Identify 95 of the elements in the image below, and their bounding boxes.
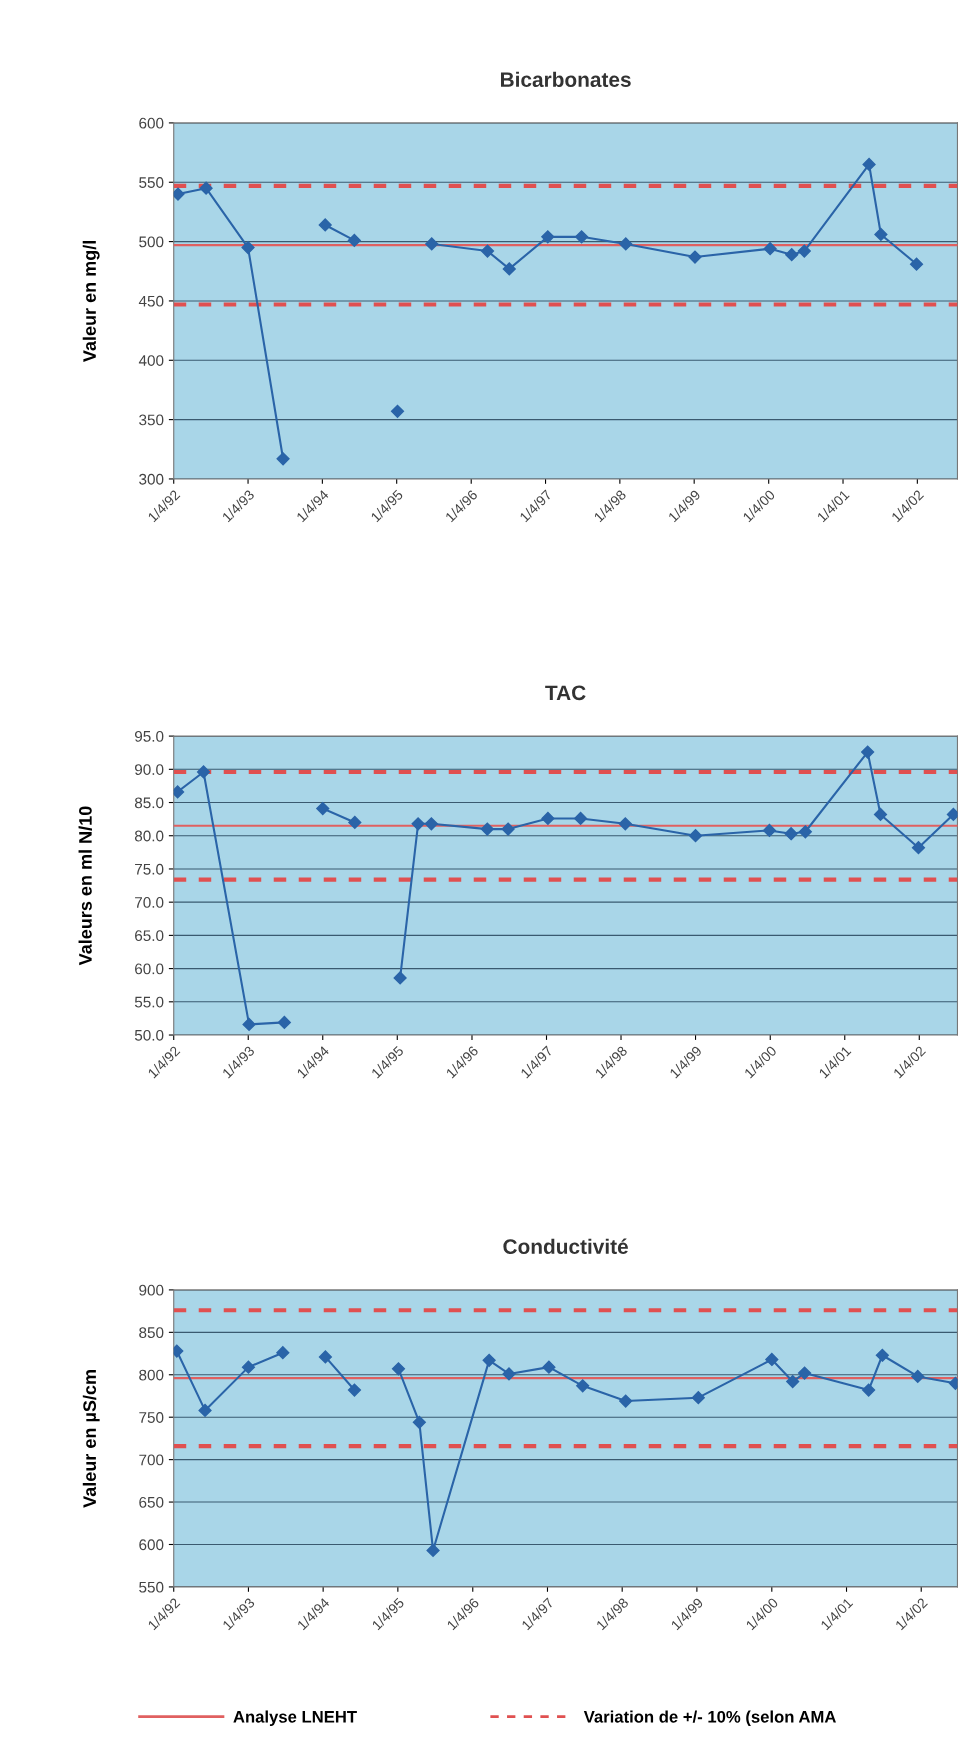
point bbox=[691, 1391, 705, 1405]
point bbox=[480, 822, 494, 836]
point bbox=[198, 1403, 212, 1418]
point bbox=[391, 1362, 406, 1376]
point bbox=[619, 237, 633, 251]
point bbox=[242, 1017, 256, 1031]
point bbox=[574, 230, 589, 244]
chart-title: Conductivité bbox=[503, 1238, 628, 1254]
point bbox=[765, 1352, 779, 1367]
y-axis-title: Valeur en µS/cm bbox=[82, 1370, 100, 1508]
y-tick-label: 350 bbox=[139, 414, 164, 426]
y-tick-label: 600 bbox=[139, 1539, 164, 1551]
point bbox=[426, 1543, 440, 1558]
point bbox=[909, 257, 924, 271]
point bbox=[347, 1383, 362, 1397]
point bbox=[173, 785, 185, 799]
point bbox=[480, 244, 495, 258]
point bbox=[347, 233, 361, 247]
y-axis-title: Valeur en mg/l bbox=[82, 241, 100, 363]
y-tick-label: 900 bbox=[139, 1284, 164, 1296]
y-tick-label: 750 bbox=[139, 1412, 164, 1423]
point bbox=[911, 841, 926, 855]
point bbox=[874, 227, 888, 242]
point bbox=[241, 240, 255, 255]
point bbox=[873, 807, 888, 822]
point bbox=[797, 1366, 812, 1380]
point bbox=[425, 237, 439, 251]
point bbox=[196, 765, 211, 779]
chart-title: Bicarbonates bbox=[501, 71, 631, 88]
y-tick-label: 50.0 bbox=[134, 1029, 164, 1041]
point bbox=[574, 811, 588, 826]
y-tick-label: 60.0 bbox=[135, 963, 164, 975]
point bbox=[688, 250, 702, 264]
y-tick-label: 450 bbox=[138, 295, 164, 307]
point bbox=[541, 811, 555, 826]
point bbox=[502, 1367, 516, 1381]
point bbox=[276, 452, 290, 466]
point bbox=[424, 817, 438, 831]
point bbox=[618, 817, 632, 831]
legend-label: Variation de +/- 10% (selon AMA bbox=[583, 1710, 836, 1726]
point bbox=[786, 1374, 800, 1389]
point bbox=[502, 262, 516, 276]
point bbox=[784, 827, 798, 841]
point bbox=[576, 1379, 590, 1393]
point bbox=[318, 1350, 332, 1364]
point bbox=[393, 971, 407, 985]
y-tick-label: 300 bbox=[139, 473, 164, 485]
point bbox=[862, 1383, 876, 1397]
y-tick-label: 85.0 bbox=[134, 797, 164, 809]
point bbox=[390, 404, 405, 418]
y-tick-label: 700 bbox=[139, 1454, 164, 1466]
y-tick-label: 600 bbox=[139, 117, 164, 129]
point bbox=[173, 187, 185, 201]
y-tick-label: 65.0 bbox=[135, 930, 164, 942]
y-tick-label: 850 bbox=[139, 1327, 164, 1339]
point bbox=[762, 823, 777, 838]
point bbox=[541, 230, 555, 244]
point bbox=[875, 1348, 889, 1362]
y-axis-title: Valeurs en ml N/10 bbox=[78, 806, 92, 966]
point bbox=[411, 817, 425, 831]
point bbox=[797, 244, 811, 258]
point bbox=[316, 801, 330, 816]
point bbox=[861, 745, 875, 759]
y-tick-label: 800 bbox=[139, 1369, 164, 1381]
point bbox=[785, 248, 799, 262]
y-tick-label: 95.0 bbox=[134, 730, 164, 742]
y-tick-label: 80.0 bbox=[134, 830, 164, 842]
y-tick-label: 650 bbox=[139, 1496, 164, 1508]
point bbox=[542, 1360, 556, 1374]
point bbox=[946, 807, 958, 822]
point bbox=[348, 815, 362, 830]
point bbox=[412, 1415, 426, 1429]
y-tick-label: 550 bbox=[139, 177, 164, 188]
point bbox=[199, 181, 213, 195]
point bbox=[619, 1394, 633, 1408]
y-tick-label: 55.0 bbox=[134, 996, 164, 1008]
y-tick-label: 75.0 bbox=[135, 863, 164, 875]
point bbox=[862, 157, 876, 172]
chart-title: TAC bbox=[545, 685, 586, 701]
point bbox=[798, 825, 812, 839]
point bbox=[482, 1353, 496, 1367]
point bbox=[911, 1369, 925, 1384]
legend-label: Analyse LNEHT bbox=[233, 1710, 357, 1726]
point bbox=[241, 1360, 256, 1374]
point bbox=[688, 829, 703, 843]
point bbox=[501, 822, 515, 836]
y-tick-label: 400 bbox=[138, 355, 164, 366]
point bbox=[318, 218, 332, 232]
y-tick-label: 500 bbox=[139, 236, 164, 248]
y-tick-label: 90.0 bbox=[134, 764, 164, 775]
point bbox=[763, 242, 777, 256]
y-tick-label: 550 bbox=[139, 1581, 164, 1593]
y-tick-label: 70.0 bbox=[135, 897, 164, 908]
point bbox=[276, 1346, 290, 1360]
point bbox=[277, 1015, 291, 1029]
